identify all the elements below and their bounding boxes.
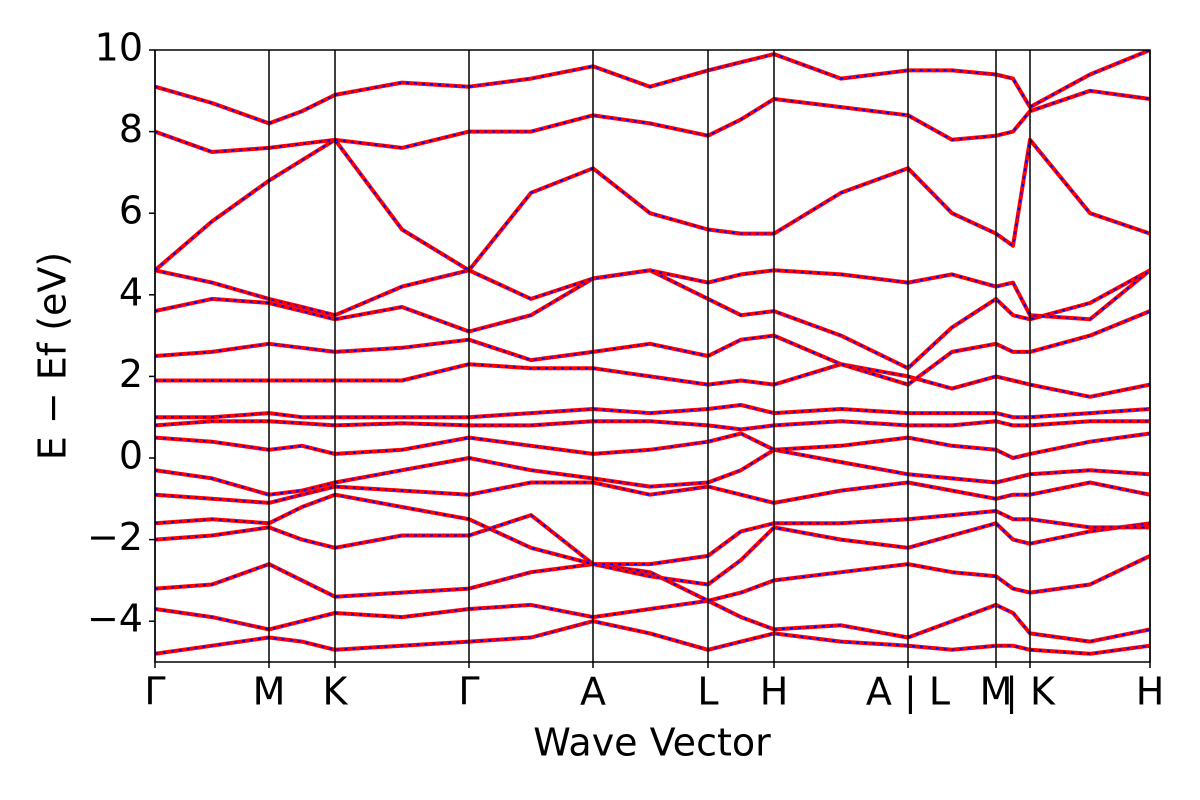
y-tick-label: 4 (119, 270, 143, 314)
band-line (155, 447, 1150, 497)
band-line (155, 362, 1150, 399)
plot-frame (154, 49, 1151, 663)
y-tick-label: 8 (119, 107, 143, 151)
band-line-dashed (155, 599, 1150, 643)
x-tick-label: M (253, 670, 286, 714)
band-line (155, 419, 1150, 432)
y-tick-label: 0 (119, 434, 143, 478)
y-tick-label: −2 (87, 515, 143, 559)
x-tick-label: K (323, 670, 349, 714)
band-line-dashed (155, 513, 1150, 586)
y-tick-label: −4 (87, 597, 143, 641)
band-line-dashed (155, 137, 1150, 272)
band-line (155, 50, 1150, 126)
band-line-dashed (155, 554, 1150, 602)
band-line-dashed (155, 432, 1150, 460)
y-tick-label: 2 (119, 352, 143, 396)
x-tick-label: H (760, 670, 789, 714)
y-tick-label: 10 (95, 26, 143, 70)
x-tick-label: | K (1005, 670, 1056, 715)
x-tick-label: M (980, 670, 1013, 714)
band-line-dashed (155, 620, 1150, 655)
x-tick-label: Γ (458, 670, 479, 714)
x-tick-label: A (580, 670, 606, 714)
y-tick-label: 6 (119, 189, 143, 233)
band-line (155, 403, 1150, 420)
y-axis-label: E − Ef (eV) (31, 252, 75, 461)
x-tick-label: H (1136, 670, 1165, 714)
x-tick-label: L (697, 670, 718, 714)
band-line (155, 619, 1150, 656)
band-line (155, 431, 1150, 460)
bands (155, 50, 1150, 656)
x-tick-label: Γ (144, 670, 165, 714)
band-line (155, 309, 1150, 387)
x-tick-label: A | L (866, 670, 950, 715)
band-line-dashed (155, 269, 1150, 370)
band-line-dashed (155, 89, 1150, 154)
band-line-dashed (155, 50, 1150, 125)
x-axis-label: Wave Vector (533, 721, 771, 765)
